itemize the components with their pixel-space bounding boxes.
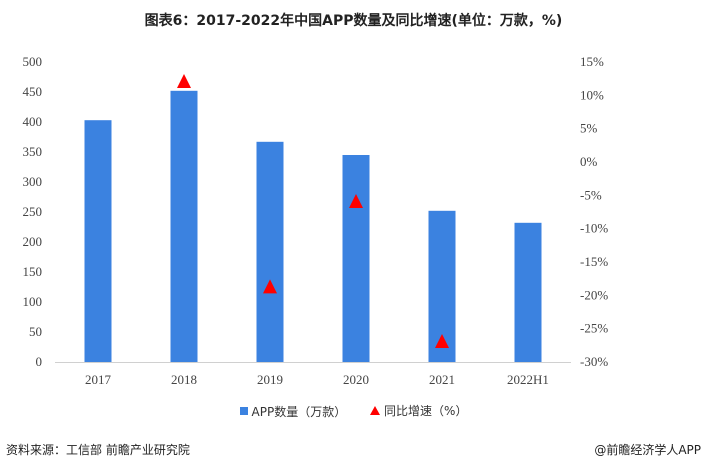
bar-2020	[342, 155, 370, 362]
legend-bar-label: APP数量（万款）	[251, 404, 347, 419]
y2-tick-label: 5%	[580, 121, 598, 136]
legend-triangle-icon	[370, 406, 381, 415]
y-tick-label: 150	[23, 264, 43, 279]
chart-title: 图表6：2017-2022年中国APP数量及同比增速(单位：万款，%)	[144, 13, 563, 29]
x-tick-label: 2020	[343, 372, 369, 387]
y2-tick-label: 0%	[580, 154, 598, 169]
y-tick-label: 500	[23, 54, 43, 69]
y-tick-label: 300	[23, 174, 43, 189]
source-note: 资料来源：工信部 前瞻产业研究院	[6, 443, 190, 457]
growth-marker-2020	[349, 194, 363, 208]
x-tick-label: 2021	[429, 372, 455, 387]
y2-tick-label: -20%	[580, 287, 608, 302]
legend: APP数量（万款） 同比增速（%）	[0, 402, 707, 420]
y-tick-label: 100	[23, 294, 43, 309]
y-tick-label: 350	[23, 144, 43, 159]
legend-item-bar: APP数量（万款）	[239, 403, 347, 420]
y2-tick-label: -10%	[580, 221, 608, 236]
y2-tick-label: -15%	[580, 254, 608, 269]
growth-marker-2018	[177, 74, 191, 88]
growth-marker-2019	[263, 279, 277, 294]
y2-tick-label: -25%	[580, 321, 608, 336]
chart-plot: 0 50 100 150 200 250 300 350 400 450 500 -30% -25% -2…	[23, 54, 609, 387]
bar-2017	[84, 120, 112, 362]
bar-2019	[256, 141, 284, 362]
legend-bar-swatch	[239, 407, 248, 415]
y-tick-label: 50	[29, 324, 42, 339]
x-tick-label: 2018	[171, 372, 197, 387]
y-tick-label: 0	[36, 354, 43, 369]
legend-growth-label: 同比增速（%）	[384, 404, 468, 418]
y-tick-label: 200	[23, 234, 43, 249]
credit: @前瞻经济学人APP	[594, 443, 701, 457]
y-tick-label: 250	[23, 204, 43, 219]
x-tick-label: 2019	[257, 372, 283, 387]
y2-tick-label: 15%	[580, 54, 604, 69]
y-tick-label: 450	[23, 84, 43, 99]
x-tick-label: 2022H1	[507, 372, 549, 387]
growth-marker-2021	[435, 334, 449, 348]
y2-tick-label: -5%	[580, 187, 602, 202]
legend-item-growth: 同比增速（%）	[370, 402, 467, 419]
bar-2022H1	[514, 222, 542, 362]
x-tick-label: 2017	[85, 372, 112, 387]
bar-2018	[170, 90, 198, 363]
y-tick-label: 400	[23, 114, 43, 129]
y2-tick-label: -30%	[580, 354, 608, 369]
y2-tick-label: 10%	[580, 87, 604, 102]
